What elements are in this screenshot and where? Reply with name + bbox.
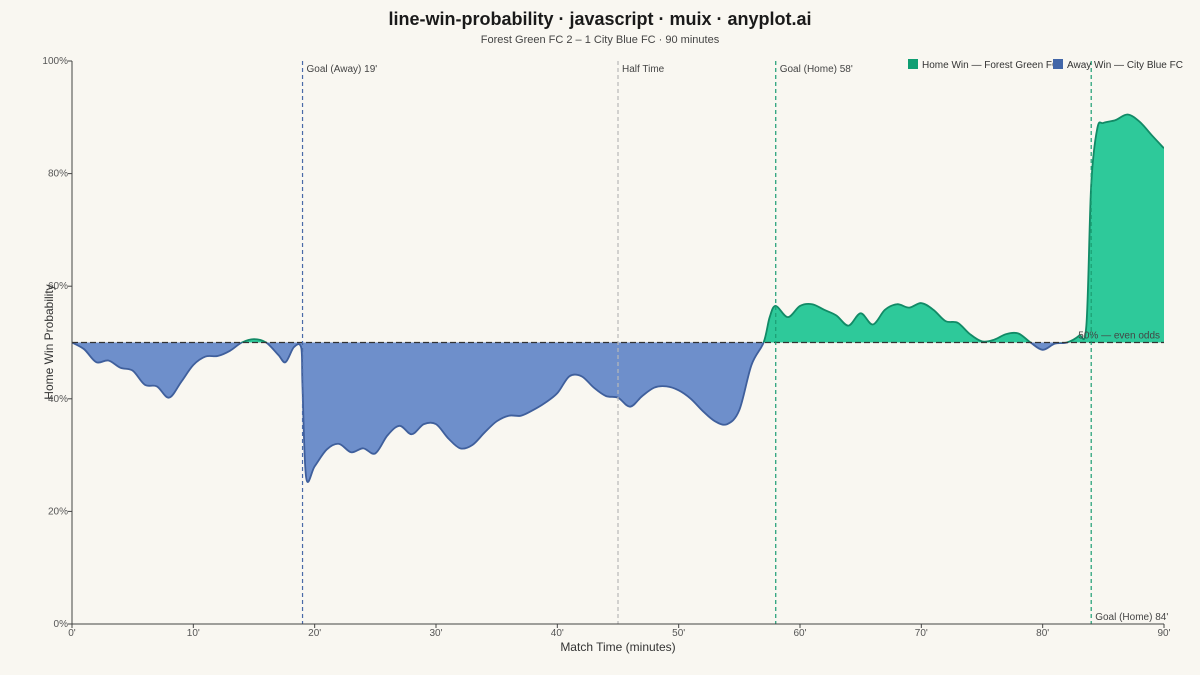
chart-title: line-win-probability · javascript · muix… <box>388 9 811 29</box>
event-label-halftime-45: Half Time <box>622 64 665 75</box>
x-tick-label: 80' <box>1036 628 1049 639</box>
legend-swatch-home <box>908 59 918 69</box>
x-axis-label: Match Time (minutes) <box>560 640 675 654</box>
probability-line-home <box>72 113 1164 343</box>
y-axis-label: Home Win Probability <box>42 284 56 399</box>
x-tick-label: 60' <box>793 628 806 639</box>
y-tick-label: 0% <box>54 619 69 630</box>
x-axis-ticks: 0' 10' 20' 30' 40' 50' 60' 70' 80' 90' <box>68 624 1171 639</box>
chart-legend: Home Win — Forest Green FC Away Win — Ci… <box>908 59 1183 71</box>
event-markers: Goal (Away) 19' Half Time Goal (Home) 58' G… <box>301 61 1168 624</box>
y-axis-ticks: 0% 20% 40% 60% 80% 100% <box>42 56 72 630</box>
x-tick-label: 20' <box>308 628 321 639</box>
legend-label-home: Home Win — Forest Green FC <box>922 60 1059 71</box>
x-tick-label: 10' <box>187 628 200 639</box>
chart-subtitle: Forest Green FC 2 – 1 City Blue FC · 90 … <box>481 34 720 46</box>
x-tick-label: 50' <box>672 628 685 639</box>
event-label-home-goal-58: Goal (Home) 58' <box>780 64 853 75</box>
y-tick-label: 40% <box>48 394 68 405</box>
event-label-home-goal-84: Goal (Home) 84' <box>1095 612 1168 623</box>
x-tick-label: 90' <box>1157 628 1170 639</box>
y-tick-label: 80% <box>48 169 68 180</box>
y-tick-label: 60% <box>48 281 68 292</box>
baseline-label: 50% — even odds <box>1078 331 1160 342</box>
x-tick-label: 40' <box>551 628 564 639</box>
x-tick-label: 70' <box>915 628 928 639</box>
legend-label-away: Away Win — City Blue FC <box>1067 60 1183 71</box>
x-tick-label: 30' <box>429 628 442 639</box>
x-tick-label: 0' <box>68 628 76 639</box>
event-label-away-goal-19: Goal (Away) 19' <box>307 64 378 75</box>
y-tick-label: 20% <box>48 506 68 517</box>
y-tick-label: 100% <box>42 56 68 67</box>
axes: 0' 10' 20' 30' 40' 50' 60' 70' 80' 90' 0% 20% 40% 60… <box>42 56 1171 654</box>
legend-swatch-away <box>1053 59 1063 69</box>
